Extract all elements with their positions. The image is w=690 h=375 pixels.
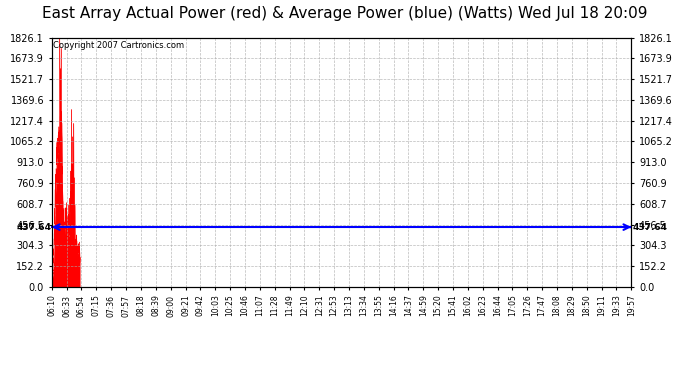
Text: East Array Actual Power (red) & Average Power (blue) (Watts) Wed Jul 18 20:09: East Array Actual Power (red) & Average … <box>42 6 648 21</box>
Text: 437.64: 437.64 <box>633 223 667 232</box>
Text: Copyright 2007 Cartronics.com: Copyright 2007 Cartronics.com <box>54 41 185 50</box>
Text: 437.64: 437.64 <box>17 223 51 232</box>
